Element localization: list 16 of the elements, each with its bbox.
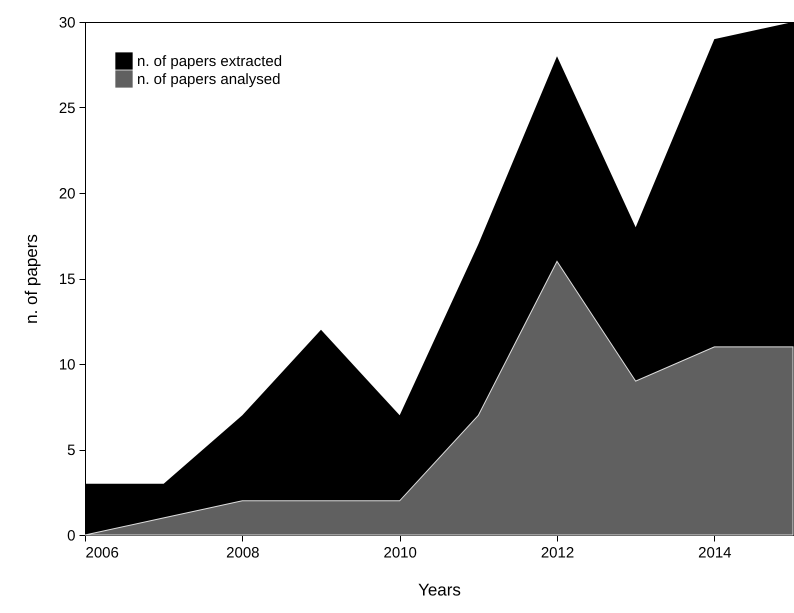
x-tick-label: 2012 [540,544,574,562]
y-tick-label: 20 [58,186,76,202]
y-tick-label: 30 [58,14,76,32]
x-tick-label: 2008 [226,544,260,562]
y-tick-label: 10 [58,356,76,374]
y-axis-title: n. of papers [22,234,41,324]
legend-label: n. of papers analysed [137,71,280,88]
y-tick-label: 5 [67,442,76,459]
y-tick-label: 25 [58,100,76,117]
y-tick-label: 0 [67,528,76,544]
x-tick-label: 2010 [383,544,417,562]
y-tick-label: 15 [58,271,76,288]
x-axis-title: Years [418,580,461,600]
legend-label: n. of papers extracted [137,53,282,70]
x-tick-label: 2006 [86,544,119,562]
x-tick-label: 2014 [698,544,732,562]
